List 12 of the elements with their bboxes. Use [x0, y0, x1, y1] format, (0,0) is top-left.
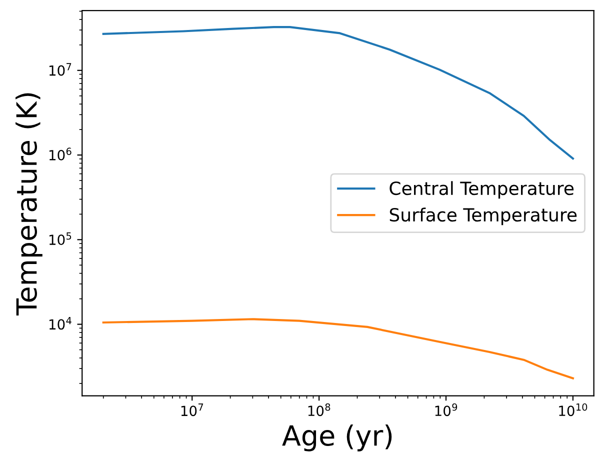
- x-tick-label: 10$^{7}$: [181, 404, 204, 416]
- y-tick-label: 10$^{4}$: [49, 317, 72, 330]
- legend-label: Surface Temperature: [390, 208, 577, 226]
- x-tick-label: 10$^{10}$: [559, 403, 588, 416]
- y-axis-title: Temperature (K): [16, 93, 42, 316]
- y-tick-label: 10$^{6}$: [49, 148, 72, 160]
- y-tick-label: 10$^{7}$: [49, 63, 72, 76]
- x-tick-label: 10$^{8}$: [308, 403, 330, 416]
- x-tick-label: 10$^{9}$: [435, 403, 458, 416]
- legend-label: Central Temperature: [390, 181, 574, 199]
- x-axis-title: Age (yr): [282, 424, 392, 452]
- y-tick-label: 10$^{5}$: [49, 232, 72, 246]
